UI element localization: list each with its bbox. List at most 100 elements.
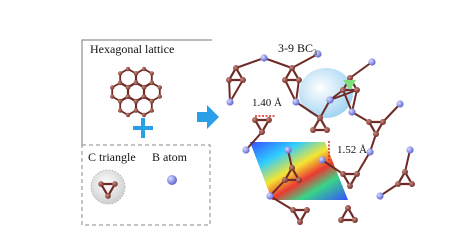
lattice-atom [118,99,123,104]
cb-bond [284,79,297,103]
b-atom [226,98,234,106]
c-bond [227,65,245,82]
triangle-highlight [343,80,356,90]
c-atom [282,177,289,183]
c-atom [239,77,246,83]
c-atom [310,127,317,133]
lattice-ring [135,95,153,117]
c-atom [340,171,347,177]
c-atom [226,77,233,83]
lattice-atom [141,112,147,118]
lattice-atom [118,71,123,76]
cb-bond [382,103,401,123]
c-atom [295,177,302,183]
lattice-atom [149,108,154,113]
c-atom [265,117,272,123]
b-atom [260,54,268,62]
lattice-atom [142,85,147,90]
lattice-atom [157,94,162,99]
panel-border-dashed [81,144,211,226]
b-atom [167,175,177,185]
c-bond [99,182,117,199]
c-atom [402,169,408,175]
c-atom [323,127,330,133]
cb-bond [321,159,344,175]
c-atom [282,77,289,83]
c-bond [367,120,385,137]
b-atom [318,156,326,164]
b-atom [406,146,414,154]
lattice-atom [125,112,131,118]
arrow [197,105,219,129]
c-atom [303,207,310,213]
c-atom [295,77,302,83]
c-atom [351,217,358,223]
cb-bond [245,131,263,151]
pore-highlight [299,68,353,118]
bond-label-long: 1.52 Å [337,144,367,156]
cb-bond [329,89,358,101]
lattice-atom [110,94,115,99]
c-atom [98,181,104,187]
c-atom [340,87,347,93]
plus-sign [133,118,153,138]
c-triangle [98,181,118,199]
b-atom [366,148,374,156]
charge-density-map [250,142,348,200]
c-atom [353,171,360,177]
c-atom [395,181,402,187]
lattice-atom [134,99,139,104]
b-atom [292,98,300,106]
b-atom [284,146,292,154]
c-bond [341,172,359,189]
cb-bond [229,79,244,103]
c-bond [283,165,301,182]
panel-border [81,39,212,147]
b-atom [326,96,334,104]
c-atom [112,181,118,187]
c-bond [291,208,309,225]
c-bond [311,115,329,132]
c-bond [283,65,301,82]
b-atom [396,100,404,108]
cb-bond [263,57,293,69]
atom-label: B atom [152,150,188,164]
cb-bond [291,53,319,69]
c-atom [105,193,111,199]
c-atom [297,219,303,225]
b-atom [368,58,376,66]
b-atom [266,192,274,200]
lattice-label: Hexagonal lattice [90,42,174,56]
c-atom [259,129,265,135]
lattice-atom [126,85,131,90]
cb-bond [235,57,265,69]
cb-bond [379,183,399,197]
b-atom [376,192,384,200]
c-bond [253,118,271,135]
bond-label-short: 1.40 Å [252,97,282,109]
c-atom [345,205,351,211]
c-atom [353,87,360,93]
triangle-sphere [90,169,126,205]
c-bond [396,169,414,186]
lattice-atom [118,108,123,113]
title-subscript: 3 [313,48,317,57]
b-atom [242,146,250,154]
c-atom [408,181,415,187]
cb-bond [228,79,231,103]
cb-bond [269,195,294,211]
c-atom [290,207,297,213]
lattice-atom [125,66,131,72]
c-atom [366,119,373,125]
lattice-atom [125,94,131,100]
c-atom [317,115,323,121]
lattice-atom [133,80,139,86]
cb-bond [295,101,321,119]
bc3-network [226,50,415,225]
lattice-atom [141,66,147,72]
lattice-atom [149,71,154,76]
c-atom [289,165,295,171]
c-atom [289,65,295,71]
cb-bond [295,79,300,103]
